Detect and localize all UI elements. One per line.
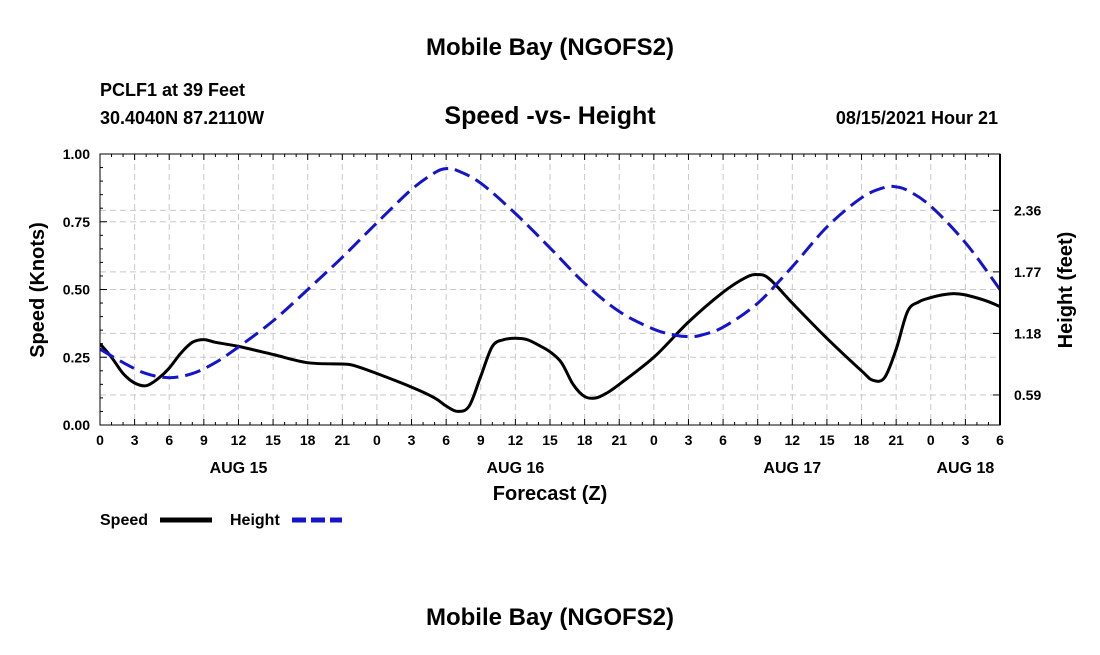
y-axis-right-label: Height (feet) bbox=[1055, 232, 1077, 349]
grid bbox=[100, 154, 1000, 425]
x-tick-label: 3 bbox=[685, 432, 693, 448]
series-layer bbox=[100, 166, 1000, 413]
x-tick-label: 9 bbox=[200, 432, 208, 448]
x-tick-label: 3 bbox=[131, 432, 139, 448]
x-tick-label: 6 bbox=[719, 432, 727, 448]
x-tick-label: 0 bbox=[96, 432, 104, 448]
y-left-tick-label: 0.50 bbox=[63, 282, 90, 298]
x-axis-label: Forecast (Z) bbox=[493, 483, 607, 505]
x-tick-label: 15 bbox=[265, 432, 281, 448]
x-tick-label: 6 bbox=[165, 432, 173, 448]
x-tick-label: 9 bbox=[477, 432, 485, 448]
date-label: AUG 18 bbox=[936, 460, 994, 477]
date-label: AUG 17 bbox=[763, 460, 821, 477]
x-tick-label: 15 bbox=[819, 432, 835, 448]
axes: 0 3 6 9 12 15 18 21 0 3 6 9 12 15 18 21 0 3 6 9 12 15 18 21 0 3 6A… bbox=[63, 146, 1042, 477]
x-tick-label: 0 bbox=[373, 432, 381, 448]
timestamp-label: 08/15/2021 Hour 21 bbox=[836, 108, 998, 128]
x-tick-label: 0 bbox=[927, 432, 935, 448]
x-tick-label: 6 bbox=[996, 432, 1004, 448]
chart-title-top: Mobile Bay (NGOFS2) bbox=[426, 34, 674, 61]
y-left-tick-label: 0.25 bbox=[63, 349, 90, 365]
y-left-tick-label: 1.00 bbox=[63, 146, 90, 162]
x-tick-label: 21 bbox=[611, 432, 627, 448]
x-tick-label: 18 bbox=[300, 432, 316, 448]
chart-title-bottom: Mobile Bay (NGOFS2) bbox=[426, 604, 674, 631]
legend-label-height: Height bbox=[230, 512, 280, 529]
series-line-height bbox=[100, 166, 1000, 380]
x-tick-label: 0 bbox=[650, 432, 658, 448]
x-tick-label: 3 bbox=[408, 432, 416, 448]
station-label: PCLF1 at 39 Feet bbox=[100, 80, 245, 100]
x-tick-label: 12 bbox=[231, 432, 247, 448]
x-tick-label: 9 bbox=[754, 432, 762, 448]
legend: Speed Height bbox=[100, 512, 342, 529]
x-tick-label: 21 bbox=[888, 432, 904, 448]
y-left-tick-label: 0.75 bbox=[63, 214, 90, 230]
x-tick-label: 15 bbox=[542, 432, 558, 448]
coords-label: 30.4040N 87.2110W bbox=[100, 108, 264, 128]
chart-title: Speed -vs- Height bbox=[444, 102, 656, 130]
x-tick-label: 12 bbox=[785, 432, 801, 448]
x-tick-label: 12 bbox=[508, 432, 524, 448]
x-tick-label: 18 bbox=[577, 432, 593, 448]
y-right-tick-label: 1.77 bbox=[1014, 264, 1041, 280]
y-right-tick-label: 1.18 bbox=[1014, 325, 1041, 341]
x-tick-label: 3 bbox=[961, 432, 969, 448]
y-right-tick-label: 0.59 bbox=[1014, 387, 1041, 403]
x-tick-label: 21 bbox=[335, 432, 351, 448]
series-line-speed bbox=[100, 273, 1000, 413]
legend-label-speed: Speed bbox=[100, 512, 148, 529]
date-label: AUG 15 bbox=[210, 460, 268, 477]
y-left-tick-label: 0.00 bbox=[63, 417, 90, 433]
y-right-tick-label: 2.36 bbox=[1014, 202, 1041, 218]
x-tick-label: 6 bbox=[442, 432, 450, 448]
date-label: AUG 16 bbox=[486, 460, 544, 477]
y-axis-left-label: Speed (Knots) bbox=[27, 222, 49, 358]
x-tick-label: 18 bbox=[854, 432, 870, 448]
